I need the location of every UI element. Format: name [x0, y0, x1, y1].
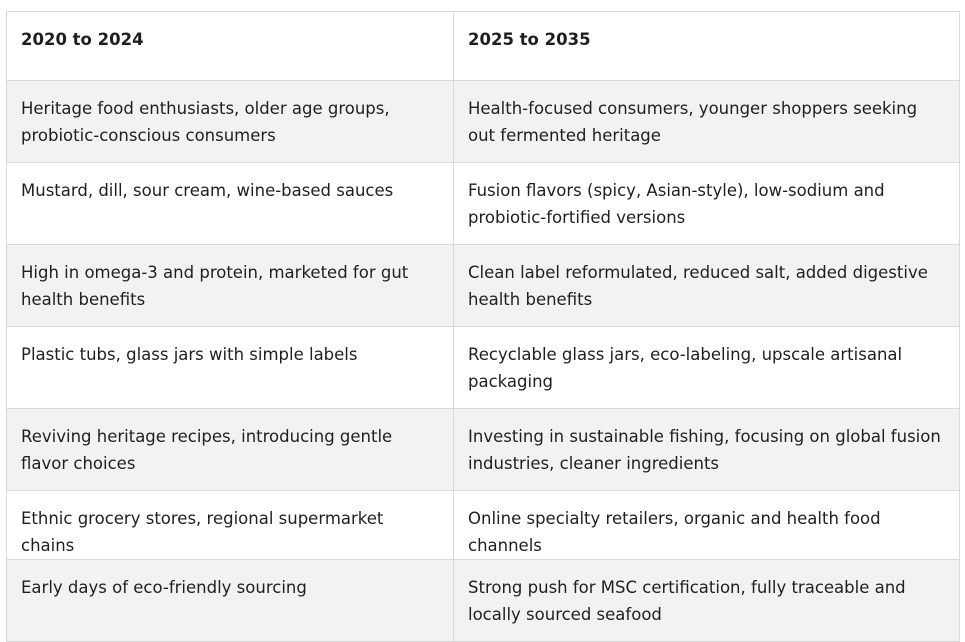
header-row: 2020 to 2024 2025 to 2035 — [6, 11, 960, 81]
table-cell: Heritage food enthusiasts, older age gro… — [6, 80, 454, 163]
table-cell: Clean label reformulated, reduced salt, … — [453, 244, 960, 327]
table-row: High in omega-3 and protein, marketed fo… — [6, 244, 960, 327]
header-cell-2020-2024: 2020 to 2024 — [6, 11, 454, 81]
table-cell: Mustard, dill, sour cream, wine-based sa… — [6, 162, 454, 245]
table-row: Ethnic grocery stores, regional supermar… — [6, 490, 960, 560]
table-cell: Plastic tubs, glass jars with simple lab… — [6, 326, 454, 409]
table-cell: Health-focused consumers, younger shoppe… — [453, 80, 960, 163]
table-row: Reviving heritage recipes, introducing g… — [6, 408, 960, 491]
table-cell: Reviving heritage recipes, introducing g… — [6, 408, 454, 491]
table-cell: High in omega-3 and protein, marketed fo… — [6, 244, 454, 327]
table-cell: Investing in sustainable fishing, focusi… — [453, 408, 960, 491]
table-cell: Online specialty retailers, organic and … — [453, 490, 960, 560]
table-cell: Strong push for MSC certification, fully… — [453, 559, 960, 642]
table-row: Plastic tubs, glass jars with simple lab… — [6, 326, 960, 409]
comparison-table: 2020 to 2024 2025 to 2035 Heritage food … — [6, 11, 960, 642]
table-row: Heritage food enthusiasts, older age gro… — [6, 80, 960, 163]
table-row: Early days of eco-friendly sourcing Stro… — [6, 559, 960, 642]
header-cell-2025-2035: 2025 to 2035 — [453, 11, 960, 81]
table-cell: Recyclable glass jars, eco-labeling, ups… — [453, 326, 960, 409]
table-cell: Fusion flavors (spicy, Asian-style), low… — [453, 162, 960, 245]
comparison-table-container: 2020 to 2024 2025 to 2035 Heritage food … — [6, 11, 960, 642]
table-cell: Early days of eco-friendly sourcing — [6, 559, 454, 642]
table-cell: Ethnic grocery stores, regional supermar… — [6, 490, 454, 560]
table-row: Mustard, dill, sour cream, wine-based sa… — [6, 162, 960, 245]
